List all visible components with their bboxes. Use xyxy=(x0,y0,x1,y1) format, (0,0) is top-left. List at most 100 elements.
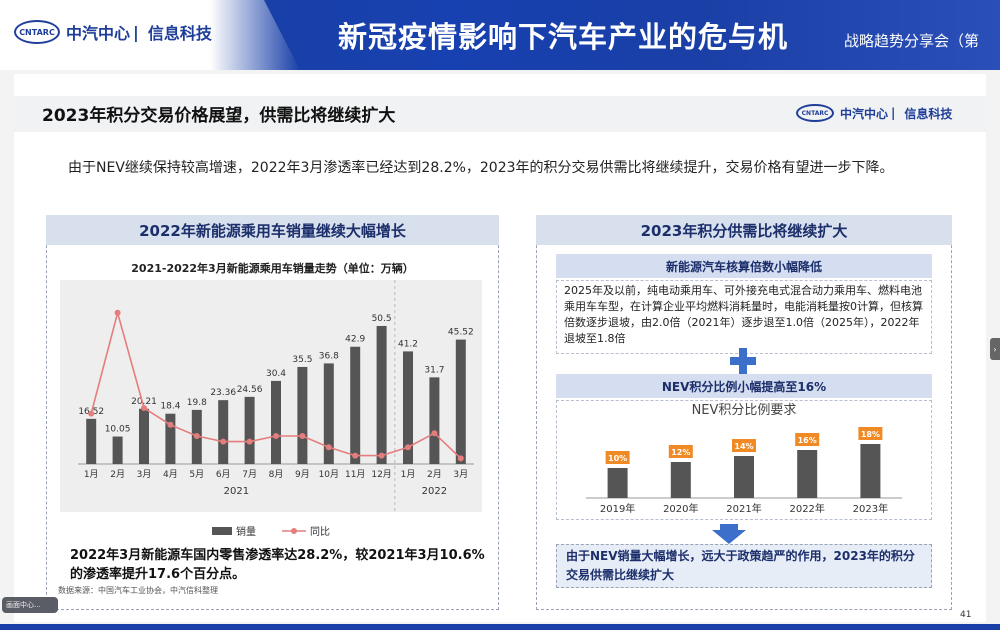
x-tick-label: 1月 xyxy=(84,469,99,480)
bar-value-label: 10.05 xyxy=(105,425,131,435)
banner-subtitle: 战略趋势分享会（第 xyxy=(844,32,980,50)
x-tick-label: 10月 xyxy=(319,469,339,480)
x-tick-label: 8月 xyxy=(269,469,284,480)
yoy-point xyxy=(220,438,227,445)
x-tick-label: 3月 xyxy=(137,469,152,480)
bar-value-label: 18% xyxy=(861,430,880,439)
bar-value-label: 35.5 xyxy=(292,355,312,365)
penetration-conclusion: 2022年3月新能源车国内零售渗透率达28.2%，较2021年3月10.6%的渗… xyxy=(70,548,485,582)
top-banner: CNTARC 中汽中心 | 信息科技 新冠疫情影响下汽车产业的危与机 战略趋势分… xyxy=(0,0,1000,70)
bar-value-label: 19.8 xyxy=(187,398,207,408)
logo-icon: CNTARC xyxy=(14,20,60,44)
bar-value-label: 36.8 xyxy=(319,351,339,361)
bar xyxy=(670,462,691,498)
nev-chart-title: NEV积分比例要求 xyxy=(692,403,797,418)
bar-value-label: 16% xyxy=(798,436,817,445)
legend-line-label: 同比 xyxy=(310,526,330,538)
bar xyxy=(797,450,818,498)
value-label-badge xyxy=(605,451,630,464)
bar-value-label: 41.2 xyxy=(398,339,418,349)
bar xyxy=(455,339,466,464)
yoy-point xyxy=(114,309,121,316)
yoy-point xyxy=(299,433,306,439)
legend-bar-swatch xyxy=(212,527,232,535)
yoy-point xyxy=(378,452,385,459)
bar xyxy=(376,325,387,464)
x-tick-label: 5月 xyxy=(189,469,204,480)
x-tick-label: 4月 xyxy=(163,469,178,480)
bar xyxy=(139,408,149,464)
slide: 2023年积分交易价格展望，供需比将继续扩大 CNTARC 中汽中心 | 信息科… xyxy=(14,74,986,622)
intro-paragraph: 由于NEV继续保持较高增速，2022年3月渗透率已经达到28.2%，2023年的… xyxy=(68,160,894,176)
bar xyxy=(403,351,413,464)
bottom-bar xyxy=(0,624,1000,630)
bar-value-label: 18.4 xyxy=(160,402,180,412)
x-tick-label: 2020年 xyxy=(663,502,698,515)
yoy-point xyxy=(405,444,411,451)
left-panel-heading: 2022年新能源乘用车销量继续大幅增长 xyxy=(46,215,499,245)
plus-icon xyxy=(730,348,756,374)
bar-value-label: 14% xyxy=(734,442,753,451)
corner-badge[interactable]: 画面中心... xyxy=(2,597,58,613)
bar xyxy=(860,444,881,498)
yoy-point xyxy=(431,430,438,437)
x-tick-label: 12月 xyxy=(371,469,391,480)
value-label-badge xyxy=(668,445,693,458)
value-label-badge xyxy=(732,439,756,452)
logo-text: 中汽中心 xyxy=(66,24,131,43)
legend-line-marker xyxy=(291,528,297,534)
bar xyxy=(86,418,97,464)
x-tick-label: 1月 xyxy=(401,469,416,480)
right-panel-heading: 2023年积分供需比将继续扩大 xyxy=(536,215,952,245)
bar xyxy=(112,436,123,464)
logo-separator: | xyxy=(891,106,896,120)
block3-text: 由于NEV销量大幅增长，远大于政策趋严的作用，2023年的积分交易供需比继续扩大 xyxy=(566,549,915,582)
down-arrow-icon xyxy=(712,524,746,544)
logo-icon: CNTARC xyxy=(796,104,834,122)
bar-value-label: 20.21 xyxy=(131,397,157,407)
bar xyxy=(607,468,628,498)
bar xyxy=(244,396,255,464)
logo-text: 中汽中心 xyxy=(840,106,889,121)
year-group-label: 2022 xyxy=(422,486,447,497)
year-group-label: 2021 xyxy=(224,486,249,497)
bar-value-label: 10% xyxy=(608,454,627,463)
value-label-badge xyxy=(858,427,883,440)
slide-logo: CNTARC 中汽中心 | 信息科技 xyxy=(796,104,952,122)
x-tick-label: 7月 xyxy=(242,469,257,480)
x-tick-label: 2月 xyxy=(427,469,442,480)
bar-value-label: 45.52 xyxy=(448,328,474,338)
x-tick-label: 2019年 xyxy=(600,502,635,515)
yoy-point xyxy=(88,410,95,417)
bar-value-label: 23.36 xyxy=(210,388,236,398)
bar xyxy=(271,380,281,464)
page-title: 2023年积分交易价格展望，供需比将继续扩大 xyxy=(42,106,396,126)
bar-value-label: 30.4 xyxy=(266,369,286,379)
side-tab[interactable]: › xyxy=(990,338,1000,360)
banner-logo: CNTARC 中汽中心 | 信息科技 xyxy=(14,20,212,44)
data-source: 数据来源：中国汽车工业协会，中汽信科整理 xyxy=(58,586,218,595)
x-tick-label: 2021年 xyxy=(726,502,761,515)
logo-subtext: 信息科技 xyxy=(147,24,212,43)
bar xyxy=(218,400,229,464)
block2-box xyxy=(556,400,932,520)
x-tick-label: 2月 xyxy=(110,469,125,480)
block1-text: 2025年及以前，纯电动乘用车、可外接充电式混合动力乘用车、燃料电池乘用车车型，… xyxy=(564,284,923,345)
yoy-point xyxy=(167,421,174,428)
block2-heading: NEV积分比例小幅提高至16% xyxy=(556,374,932,398)
bar xyxy=(165,413,176,464)
block3-box xyxy=(556,544,932,588)
yoy-point xyxy=(193,433,200,439)
sales-chart: 16.521月10.052月20.213月18.44月19.85月23.366月… xyxy=(60,280,482,538)
yoy-point xyxy=(273,433,279,439)
x-tick-label: 9月 xyxy=(295,469,310,480)
page-number: 41 xyxy=(960,610,972,620)
x-tick-label: 6月 xyxy=(216,469,231,480)
bar-value-label: 50.5 xyxy=(372,314,392,324)
value-label-badge xyxy=(795,433,820,446)
bar-value-label: 42.9 xyxy=(345,335,365,345)
legend-bar-label: 销量 xyxy=(236,525,256,538)
sales-chart-title: 2021-2022年3月新能源乘用车销量走势（单位：万辆） xyxy=(131,262,414,275)
yoy-point xyxy=(352,452,359,459)
block1-heading: 新能源汽车核算倍数小幅降低 xyxy=(556,254,932,278)
